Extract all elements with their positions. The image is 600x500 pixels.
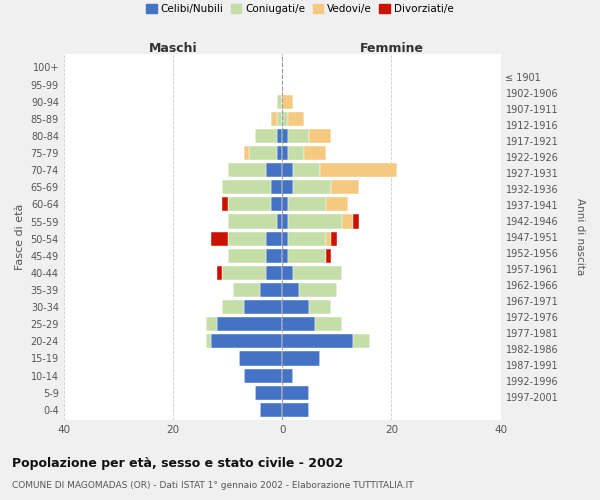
Bar bbox=[282, 368, 293, 382]
Bar bbox=[304, 146, 326, 160]
Bar bbox=[282, 129, 287, 143]
Bar bbox=[293, 163, 320, 177]
Bar bbox=[233, 283, 260, 297]
Bar bbox=[287, 146, 304, 160]
Bar bbox=[206, 334, 211, 348]
Bar bbox=[222, 300, 244, 314]
Bar bbox=[326, 198, 348, 211]
Bar bbox=[282, 180, 293, 194]
Bar bbox=[217, 317, 282, 332]
Bar bbox=[271, 112, 277, 126]
Bar bbox=[282, 300, 310, 314]
Bar bbox=[282, 198, 287, 211]
Bar bbox=[310, 300, 331, 314]
Bar bbox=[287, 214, 342, 228]
Bar bbox=[282, 112, 287, 126]
Y-axis label: Anni di nascita: Anni di nascita bbox=[575, 198, 585, 276]
Bar bbox=[266, 266, 282, 280]
Bar bbox=[282, 214, 287, 228]
Bar bbox=[244, 146, 250, 160]
Bar bbox=[320, 163, 397, 177]
Bar bbox=[211, 334, 282, 348]
Bar bbox=[227, 214, 277, 228]
Bar bbox=[282, 94, 293, 108]
Bar bbox=[282, 163, 293, 177]
Bar bbox=[282, 403, 310, 417]
Bar bbox=[299, 283, 337, 297]
Bar bbox=[255, 129, 277, 143]
Bar bbox=[293, 266, 342, 280]
Bar bbox=[282, 334, 353, 348]
Bar bbox=[271, 198, 282, 211]
Bar bbox=[222, 180, 271, 194]
Bar bbox=[342, 214, 353, 228]
Bar bbox=[287, 112, 304, 126]
Text: Femmine: Femmine bbox=[359, 42, 424, 56]
Bar bbox=[310, 129, 331, 143]
Bar bbox=[250, 146, 277, 160]
Bar bbox=[287, 129, 310, 143]
Bar bbox=[260, 403, 282, 417]
Bar bbox=[227, 163, 266, 177]
Bar bbox=[239, 352, 282, 366]
Bar bbox=[217, 266, 222, 280]
Bar bbox=[282, 283, 299, 297]
Bar bbox=[277, 146, 282, 160]
Bar bbox=[315, 317, 342, 332]
Bar bbox=[206, 317, 217, 332]
Bar bbox=[222, 266, 266, 280]
Bar bbox=[277, 214, 282, 228]
Bar bbox=[282, 146, 287, 160]
Legend: Celibi/Nubili, Coniugati/e, Vedovi/e, Divorziati/e: Celibi/Nubili, Coniugati/e, Vedovi/e, Di… bbox=[142, 0, 458, 18]
Bar bbox=[227, 198, 271, 211]
Bar bbox=[282, 317, 315, 332]
Bar bbox=[331, 180, 359, 194]
Bar bbox=[277, 129, 282, 143]
Bar bbox=[287, 248, 326, 263]
Bar bbox=[222, 198, 227, 211]
Bar bbox=[266, 248, 282, 263]
Bar bbox=[287, 198, 326, 211]
Bar bbox=[244, 300, 282, 314]
Bar bbox=[277, 112, 282, 126]
Bar bbox=[282, 352, 320, 366]
Bar bbox=[353, 214, 359, 228]
Bar bbox=[227, 248, 266, 263]
Bar bbox=[326, 232, 331, 245]
Bar bbox=[277, 94, 282, 108]
Bar bbox=[282, 232, 287, 245]
Bar bbox=[282, 266, 293, 280]
Text: Maschi: Maschi bbox=[149, 42, 197, 56]
Bar bbox=[282, 386, 310, 400]
Y-axis label: Fasce di età: Fasce di età bbox=[15, 204, 25, 270]
Bar bbox=[326, 248, 331, 263]
Bar bbox=[255, 386, 282, 400]
Bar bbox=[266, 232, 282, 245]
Bar bbox=[331, 232, 337, 245]
Bar bbox=[353, 334, 370, 348]
Bar bbox=[293, 180, 331, 194]
Bar bbox=[282, 248, 287, 263]
Bar bbox=[271, 180, 282, 194]
Bar bbox=[211, 232, 227, 245]
Bar bbox=[287, 232, 326, 245]
Bar bbox=[227, 232, 266, 245]
Bar bbox=[260, 283, 282, 297]
Bar bbox=[266, 163, 282, 177]
Text: COMUNE DI MAGOMADAS (OR) - Dati ISTAT 1° gennaio 2002 - Elaborazione TUTTITALIA.: COMUNE DI MAGOMADAS (OR) - Dati ISTAT 1°… bbox=[12, 481, 413, 490]
Text: Popolazione per età, sesso e stato civile - 2002: Popolazione per età, sesso e stato civil… bbox=[12, 458, 343, 470]
Bar bbox=[244, 368, 282, 382]
